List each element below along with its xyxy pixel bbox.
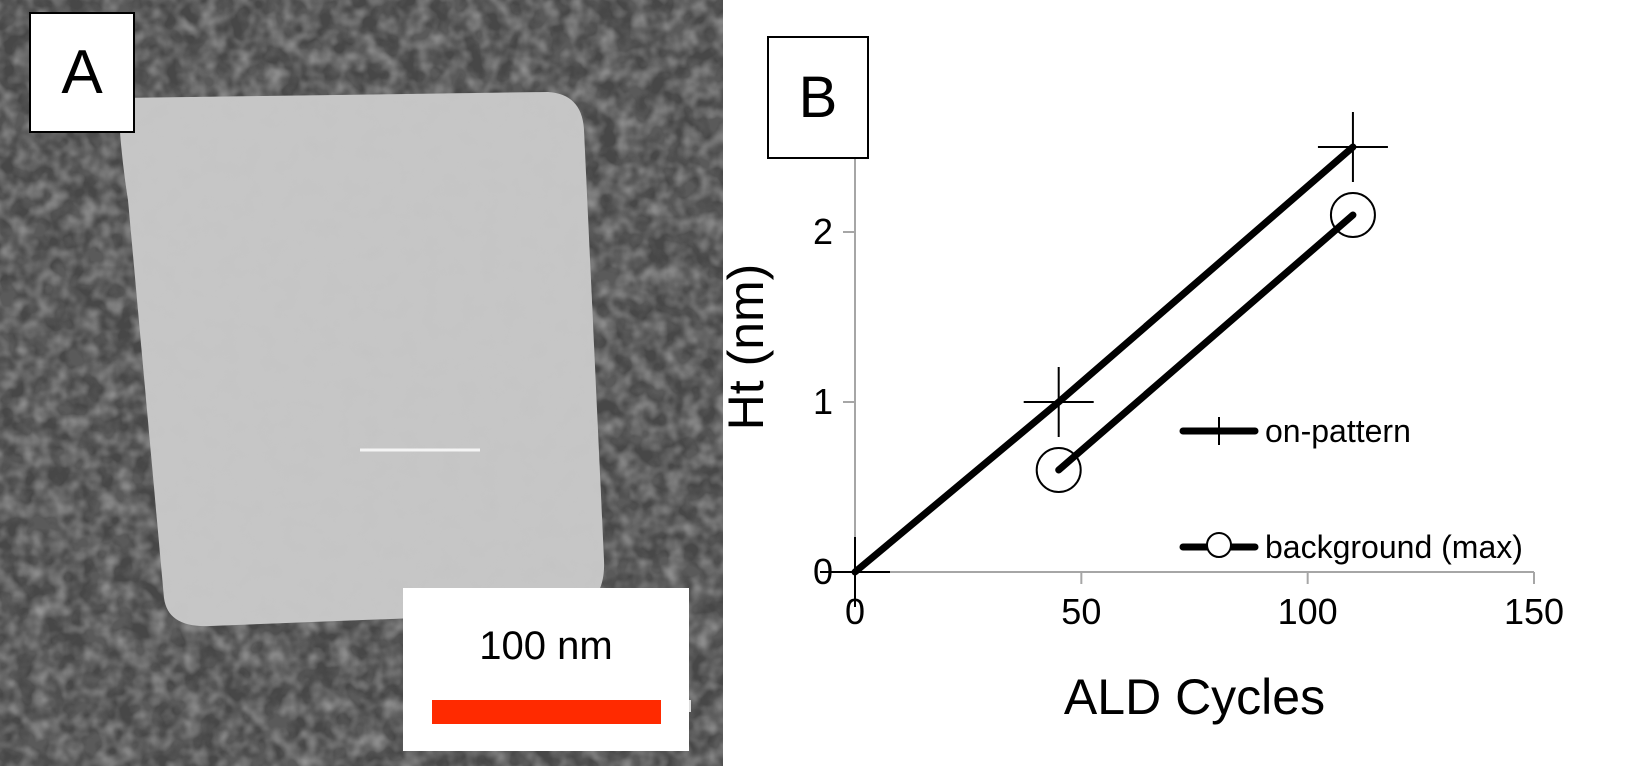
afm-image: [0, 0, 723, 766]
y-axis-title: Ht (nm): [723, 264, 774, 431]
panel-b-label: B: [767, 36, 869, 159]
panel-a-label: A: [29, 12, 135, 133]
legend-label: background (max): [1265, 529, 1523, 565]
scale-bar-text: 100 nm: [479, 624, 613, 668]
x-axis-title: ALD Cycles: [1064, 669, 1325, 725]
chart-panel: 0 1 2 0 50 100 150 ALD Cycles Ht (nm) on-pattern b…: [723, 0, 1651, 766]
legend-circle-marker: [1206, 532, 1232, 558]
x-tick-label: 0: [845, 591, 865, 632]
series-line-0: [851, 143, 1357, 576]
y-tick-label: 2: [813, 211, 833, 252]
x-tick-label: 150: [1504, 591, 1564, 632]
legend-label: on-pattern: [1265, 413, 1411, 449]
y-tick-label: 1: [813, 381, 833, 422]
scale-bar: 100 nm: [403, 588, 689, 751]
patterned-square-texture: [118, 92, 605, 627]
x-tick-label: 50: [1061, 591, 1101, 632]
scale-bar-line: [432, 700, 661, 724]
circle-marker: [1035, 447, 1082, 493]
x-tick-label: 100: [1278, 591, 1338, 632]
circle-marker: [1329, 192, 1376, 238]
series-line-1: [1055, 211, 1357, 474]
afm-image-panel: A 100 nm: [0, 0, 723, 766]
